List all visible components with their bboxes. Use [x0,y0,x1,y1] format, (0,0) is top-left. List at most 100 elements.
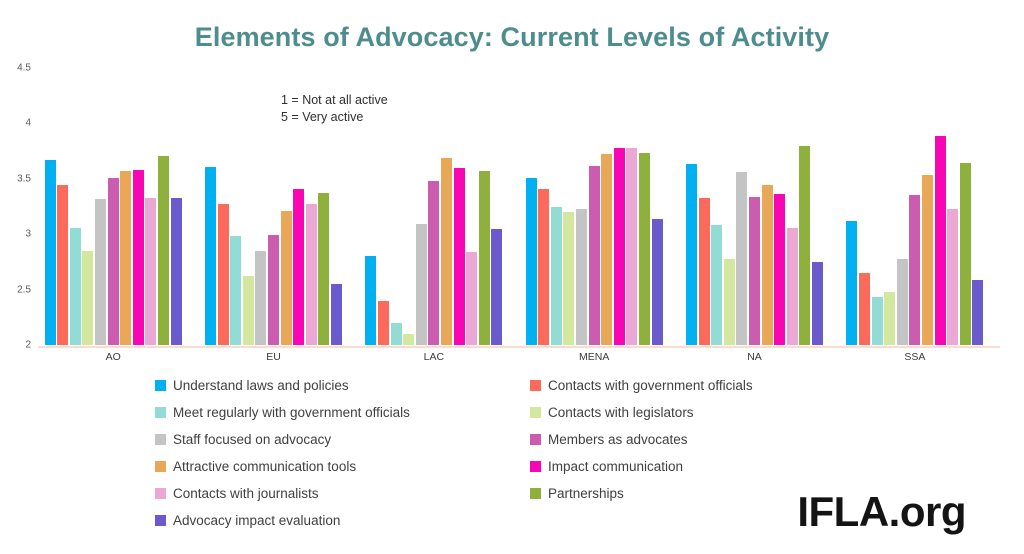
bar [205,166,216,345]
legend-item-label: Contacts with government officials [548,378,753,393]
bar [626,147,638,345]
bar [812,261,823,345]
bar [786,227,798,345]
bar [588,165,600,345]
bar [217,204,229,345]
bar [428,181,440,345]
x-axis-group-label: NA [747,351,762,363]
legend-item[interactable]: Understand laws and policies [155,378,349,393]
legend-item[interactable]: Contacts with legislators [530,405,694,420]
bar [132,169,144,345]
bar [57,185,69,345]
bar [95,198,107,345]
legend-item-label: Staff focused on advocacy [173,432,332,447]
bar [403,333,415,345]
scale-annotation: 1 = Not at all active 5 = Very active [281,92,388,126]
bar [440,157,452,345]
legend-item[interactable]: Meet regularly with government officials [155,405,410,420]
bar [959,163,971,345]
bar [82,250,94,345]
bar [576,208,588,345]
legend-item[interactable]: Staff focused on advocacy [155,432,331,447]
bar [972,279,984,345]
y-axis-tick: 2.5 [17,284,31,296]
legend-item[interactable]: Contacts with government officials [530,378,753,393]
bar [255,250,267,345]
legend-item[interactable]: Impact communication [530,459,683,474]
bar [268,235,279,345]
legend-swatch-icon [530,380,541,391]
legend-item-label: Meet regularly with government officials [173,405,410,420]
legend-swatch-icon [155,515,166,526]
legend-item[interactable]: Members as advocates [530,432,688,447]
legend-item-label: Advocacy impact evaluation [173,513,341,528]
bar [107,177,119,345]
y-axis-tick: 4.5 [17,62,31,74]
bar [466,251,478,345]
bar [896,258,908,345]
bar [230,236,242,345]
bar [525,177,537,345]
bar [318,193,330,345]
bar [563,212,575,345]
bar [331,284,342,345]
legend-item-label: Members as advocates [548,432,688,447]
bar [884,291,896,345]
legend-item[interactable]: Attractive communication tools [155,459,356,474]
scale-annotation-line-2: 5 = Very active [281,110,364,124]
bar [774,194,786,345]
bar [613,147,625,345]
bar [601,154,613,345]
bar [242,276,254,345]
bar [170,197,182,345]
legend-swatch-icon [155,488,166,499]
y-axis-tick: 2 [25,339,31,351]
x-axis-line [38,346,1000,348]
bar [871,297,883,345]
bar [799,145,811,345]
bar [550,206,562,345]
legend-swatch-icon [155,380,166,391]
bar [651,218,663,345]
chart-plot-area: 2 2.5 3 3.5 4 4.5 AO EU LAC MENA NA SSA [17,63,1000,363]
legend-item-label: Contacts with journalists [173,486,319,501]
legend-item[interactable]: Partnerships [530,486,624,501]
legend-swatch-icon [530,488,541,499]
bar [686,164,697,345]
bar [538,188,550,345]
bar [365,256,377,345]
legend-item[interactable]: Advocacy impact evaluation [155,513,340,528]
x-axis-group-label: AO [105,351,121,363]
bar [858,272,870,345]
bar [749,196,760,345]
legend-swatch-icon [530,461,541,472]
bar [639,153,651,345]
plot-inner: 2 2.5 3 3.5 4 4.5 AO EU LAC MENA NA SSA [17,63,1000,363]
chart-legend: Understand laws and policies Meet regular… [155,378,855,538]
legend-item[interactable]: Contacts with journalists [155,486,319,501]
legend-swatch-icon [155,407,166,418]
bar [934,135,946,345]
bar [761,185,773,345]
bar [44,159,56,345]
x-axis-group-label: LAC [423,351,445,363]
bar [390,322,402,345]
bar [280,210,292,345]
bar [415,224,427,345]
legend-item-label: Impact communication [548,459,684,474]
bar [69,227,81,345]
bar [377,300,389,345]
legend-item-label: Partnerships [548,486,624,501]
legend-swatch-icon [530,434,541,445]
bar [305,204,317,345]
bar [723,258,735,345]
ifla-logo: IFLA.org [797,488,966,535]
legend-swatch-icon [155,434,166,445]
y-axis-tick: 3 [25,228,31,240]
bar [947,208,959,345]
x-axis-group-label: MENA [578,351,610,363]
bar [909,195,921,345]
x-axis-group-label: EU [266,351,281,363]
bar [145,197,157,345]
bar [478,171,490,345]
